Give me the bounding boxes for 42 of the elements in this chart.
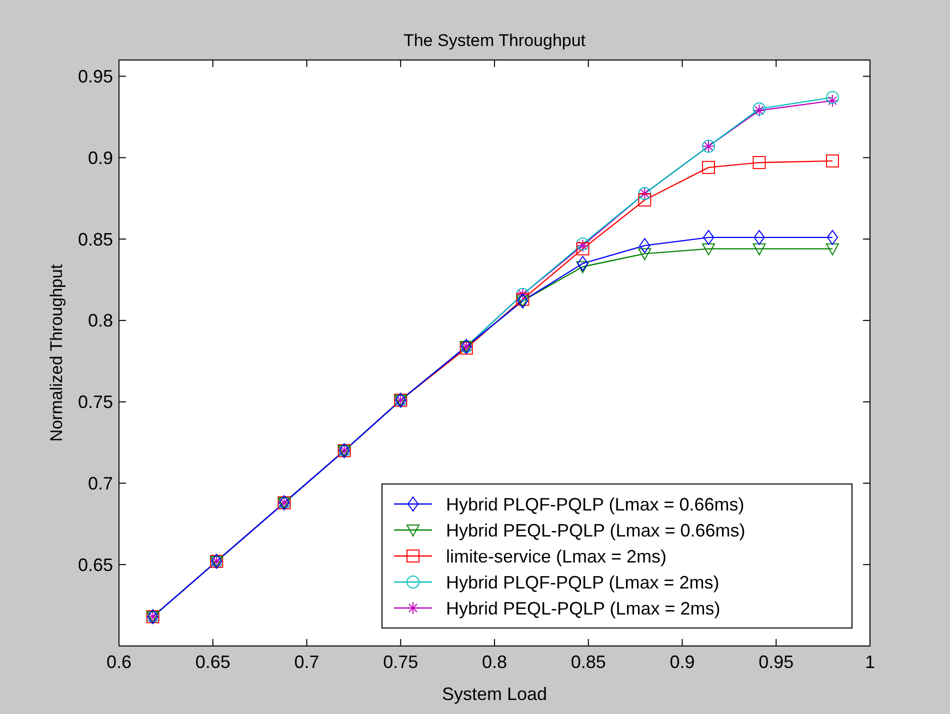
x-tick-label: 0.85 xyxy=(570,652,606,672)
point xyxy=(516,292,530,306)
point xyxy=(576,242,590,256)
x-axis-title: System Load xyxy=(442,684,548,704)
point xyxy=(576,261,590,274)
y-tick-label: 0.85 xyxy=(78,229,113,250)
y-tick-label: 0.7 xyxy=(88,474,113,494)
point xyxy=(752,243,766,256)
y-tick-label: 0.9 xyxy=(88,148,113,168)
x-tick-label: 1 xyxy=(864,652,876,672)
legend-label: Hybrid PEQL-PQLP (Lmax = 2ms) xyxy=(446,598,720,618)
point xyxy=(826,154,839,168)
point xyxy=(577,256,588,271)
point xyxy=(826,230,838,245)
legend-label: Hybrid PLQF-PQLP (Lmax = 0.66ms) xyxy=(446,494,744,514)
point xyxy=(826,243,839,256)
legend-label: Hybrid PLQF-PQLP (Lmax = 2ms) xyxy=(446,572,720,592)
point xyxy=(703,230,714,245)
point xyxy=(702,243,716,256)
x-tick-label: 0.9 xyxy=(670,652,695,672)
legend-label: limite-service (Lmax = 2ms) xyxy=(446,546,667,566)
point xyxy=(752,156,766,170)
point xyxy=(638,248,652,260)
point xyxy=(702,160,716,174)
x-tick-label: 0.75 xyxy=(383,652,418,672)
y-tick-label: 0.75 xyxy=(78,392,113,412)
x-tick-label: 0.95 xyxy=(758,652,794,672)
point xyxy=(826,90,839,104)
y-axis-title: Normalized Throughput xyxy=(47,264,66,442)
y-tick-label: 0.8 xyxy=(88,310,113,331)
point xyxy=(754,230,765,245)
point xyxy=(639,238,650,254)
x-tick-label: 0.6 xyxy=(106,652,132,672)
point xyxy=(638,193,652,206)
x-tick-label: 0.7 xyxy=(294,652,320,672)
y-tick-label: 0.95 xyxy=(78,66,113,87)
legend-label: Hybrid PEQL-PQLP (Lmax = 0.66ms) xyxy=(446,520,746,540)
x-tick-label: 0.8 xyxy=(482,652,508,672)
y-tick-label: 0.65 xyxy=(78,554,113,575)
chart-title: The System Throughput xyxy=(403,31,586,50)
x-tick-label: 0.65 xyxy=(195,652,230,672)
point xyxy=(826,94,839,108)
